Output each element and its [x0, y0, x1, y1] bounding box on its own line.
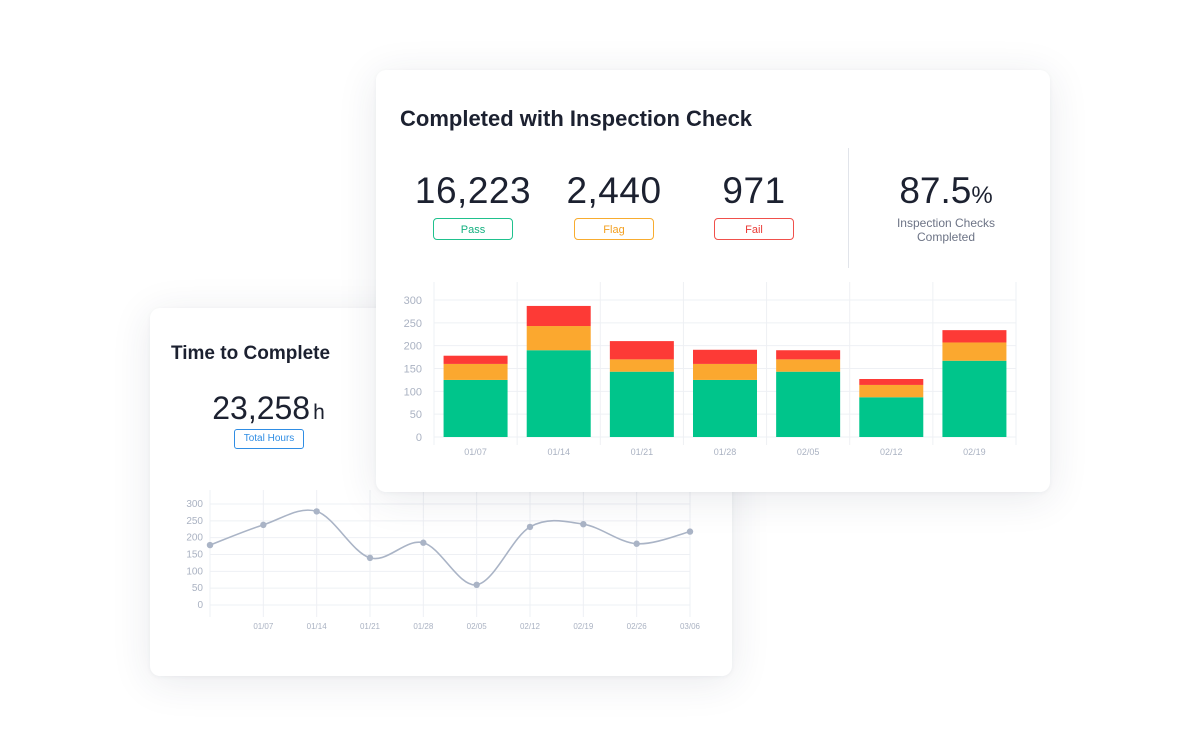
line-x-tick-label: 02/19	[573, 622, 594, 631]
line-data-point	[526, 523, 534, 531]
bar-x-tick-label: 02/19	[963, 447, 986, 457]
line-x-tick-label: 01/21	[360, 622, 381, 631]
bar-segment-flag	[526, 326, 591, 351]
line-y-tick-label: 300	[186, 499, 203, 510]
fail-stat: 971 Fail	[684, 170, 824, 240]
line-x-tick-label: 01/07	[253, 622, 274, 631]
inspection-card-title: Completed with Inspection Check	[400, 106, 753, 131]
line-data-point	[366, 554, 374, 562]
line-y-tick-label: 150	[186, 550, 203, 561]
inspection-card: Completed with Inspection Check 16,223 P…	[376, 70, 1050, 492]
bar-y-tick-label: 0	[416, 432, 422, 444]
bar-segment-flag	[776, 359, 841, 372]
bar-y-tick-label: 50	[410, 409, 422, 421]
total-hours-unit: h	[313, 401, 325, 424]
bar-x-tick-label: 01/21	[631, 447, 654, 457]
line-x-tick-label: 01/14	[307, 622, 328, 631]
flag-stat: 2,440 Flag	[544, 170, 684, 240]
line-y-tick-label: 250	[186, 516, 203, 527]
bar-y-tick-label: 200	[404, 341, 422, 353]
line-data-point	[206, 541, 214, 549]
bar-segment-flag	[609, 359, 674, 372]
bar-x-tick-label: 01/07	[464, 447, 487, 457]
bar-segment-flag	[443, 363, 508, 380]
line-y-tick-label: 0	[197, 600, 203, 611]
bar-segment-fail	[942, 330, 1007, 343]
bar-segment-fail	[609, 341, 674, 360]
bar-y-tick-label: 250	[404, 318, 422, 330]
pass-count: 16,223	[414, 170, 532, 211]
bar-segment-pass	[609, 371, 674, 437]
completion-number: 87.5	[899, 170, 972, 211]
completion-label-line1: Inspection Checks	[896, 216, 996, 230]
bar-y-tick-label: 300	[404, 295, 422, 307]
completion-stat: 87.5% Inspection Checks Completed	[864, 170, 1028, 244]
bar-segment-pass	[776, 371, 841, 437]
line-data-point	[473, 581, 480, 588]
flag-badge: Flag	[574, 218, 654, 240]
pass-stat: 16,223 Pass	[403, 170, 543, 240]
bar-segment-fail	[776, 350, 841, 360]
bar-x-tick-label: 02/05	[797, 447, 820, 457]
bar-segment-flag	[859, 384, 924, 398]
bar-segment-pass	[526, 350, 591, 437]
fail-count: 971	[722, 170, 786, 211]
line-x-tick-label: 03/06	[680, 622, 701, 631]
bar-y-tick-label: 150	[404, 364, 422, 376]
fail-badge: Fail	[714, 218, 794, 240]
stats-divider	[848, 148, 849, 268]
completion-label: Inspection Checks Completed	[864, 216, 1028, 244]
bar-x-tick-label: 02/12	[880, 447, 903, 457]
pass-badge: Pass	[433, 218, 513, 240]
bar-segment-fail	[526, 305, 591, 327]
bar-segment-pass	[443, 379, 508, 437]
time-card-title: Time to Complete	[171, 343, 331, 364]
completion-value: 87.5%	[864, 170, 1028, 212]
line-y-tick-label: 50	[192, 583, 204, 594]
bar-segment-fail	[443, 355, 508, 364]
line-x-tick-label: 01/28	[413, 622, 434, 631]
time-line-series	[209, 509, 691, 586]
bar-segment-pass	[693, 379, 757, 437]
line-data-point	[313, 508, 320, 515]
bar-segment-fail	[693, 349, 757, 364]
bar-x-tick-label: 01/28	[714, 447, 737, 457]
completion-label-line2: Completed	[916, 230, 976, 244]
bar-segment-flag	[693, 363, 757, 380]
line-data-point	[686, 528, 694, 535]
line-x-tick-label: 02/26	[627, 622, 648, 631]
bar-y-tick-label: 100	[404, 386, 422, 398]
percent-symbol: %	[971, 182, 993, 209]
total-hours-badge: Total Hours	[234, 429, 304, 449]
inspection-bar-chart: 0 50 100 150 200 250 300 01/07 01/14 01/21 01/28 02…	[404, 282, 1017, 457]
time-line-chart: 0 50 100 150 200 250 300 01/07 01/14 01/21 01/28 02…	[186, 490, 701, 631]
line-x-tick-label: 02/05	[467, 622, 488, 631]
bar-segment-pass	[859, 397, 924, 437]
bar-segment-flag	[942, 342, 1007, 361]
line-x-tick-label: 02/12	[520, 622, 541, 631]
line-data-point	[580, 521, 587, 528]
total-hours-value: 23,258 h	[150, 390, 387, 427]
total-hours-number: 23,258	[212, 390, 311, 426]
line-data-point	[420, 539, 427, 546]
bar-x-tick-label: 01/14	[547, 447, 570, 457]
bar-segment-fail	[859, 379, 924, 385]
line-y-tick-label: 100	[186, 566, 203, 577]
line-data-point	[260, 521, 267, 529]
line-data-point	[633, 540, 640, 547]
flag-count: 2,440	[566, 170, 662, 211]
line-y-tick-label: 200	[186, 533, 203, 544]
bar-segment-pass	[942, 360, 1007, 437]
